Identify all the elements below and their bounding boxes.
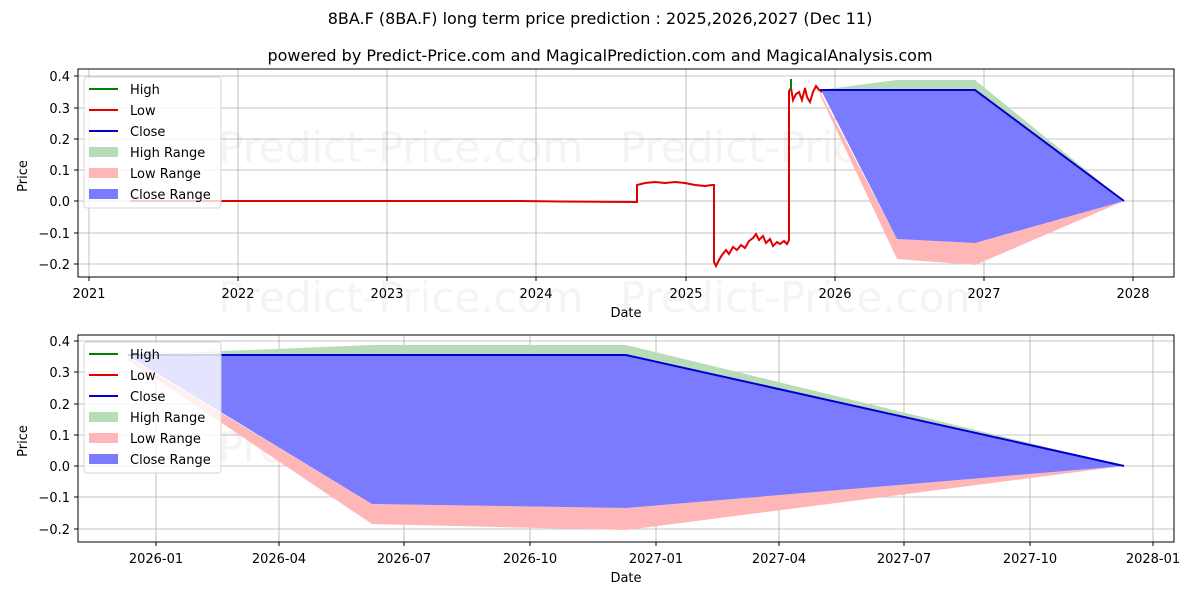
top-x-tick-labels: 2021 2022 2023 2024 2025 2026 2027 2028 (72, 287, 1149, 302)
watermark-text: Predict-Price.com (620, 273, 985, 322)
y-tick-label: −0.1 (38, 227, 70, 242)
chart-subtitle: powered by Predict-Price.com and Magical… (267, 46, 933, 65)
x-tick-label: 2024 (519, 287, 552, 302)
y-tick-label: −0.1 (38, 491, 70, 506)
chart-title: 8BA.F (8BA.F) long term price prediction… (327, 9, 873, 28)
watermark-text: Predict-Price.com (218, 273, 583, 322)
legend-label: Close (130, 390, 165, 405)
y-tick-label: 0.3 (49, 102, 70, 117)
bottom-y-axis-label: Price (16, 425, 31, 457)
legend-close-range-swatch (89, 454, 118, 464)
y-tick-label: 0.0 (49, 460, 70, 475)
legend-label: Low Range (130, 167, 201, 182)
bottom-axes-frame (77, 334, 1175, 543)
bottom-legend: High Low Close High Range Low Range Clos… (83, 341, 222, 474)
x-tick-label: 2021 (72, 287, 105, 302)
bottom-x-axis-label: Date (610, 571, 641, 586)
legend-high-range-swatch (89, 412, 118, 422)
y-tick-label: −0.2 (38, 258, 70, 273)
x-tick-label: 2027-10 (1003, 552, 1057, 567)
y-tick-label: 0.2 (49, 398, 70, 413)
legend-label: Low (130, 104, 156, 119)
y-tick-label: 0.1 (49, 164, 70, 179)
bottom-close-range-area (128, 355, 1124, 508)
bottom-y-tick-labels: 0.4 0.3 0.2 0.1 0.0 −0.1 −0.2 (38, 335, 70, 538)
legend-label: Close Range (130, 188, 211, 203)
top-y-axis-label: Price (16, 160, 31, 192)
legend-label: Low (130, 369, 156, 384)
top-low-history-line (130, 84, 823, 269)
top-chart: Predict-Price.com Predict-Price.com Pred… (16, 68, 1175, 322)
x-tick-label: 2025 (669, 287, 702, 302)
x-tick-label: 2028 (1116, 287, 1149, 302)
x-tick-label: 2026-04 (252, 552, 306, 567)
x-tick-label: 2026-01 (129, 552, 183, 567)
top-axes-frame (77, 68, 1175, 278)
x-tick-label: 2028-01 (1126, 552, 1180, 567)
top-close-line (820, 89, 1125, 202)
x-tick-label: 2023 (370, 287, 403, 302)
legend-low-range-swatch (89, 168, 118, 178)
legend-label: Low Range (130, 432, 201, 447)
top-close-range-area (820, 90, 1124, 243)
x-tick-label: 2026-07 (377, 552, 431, 567)
watermark-text: Predict-Price.com (218, 123, 583, 172)
y-tick-label: 0.3 (49, 366, 70, 381)
top-x-axis-label: Date (610, 306, 641, 321)
x-tick-label: 2026 (818, 287, 851, 302)
y-tick-label: 0.4 (49, 70, 70, 85)
legend-label: High Range (130, 146, 205, 161)
top-y-tick-labels: 0.4 0.3 0.2 0.1 0.0 −0.1 −0.2 (38, 70, 70, 273)
legend-label: Close Range (130, 453, 211, 468)
y-tick-label: 0.0 (49, 195, 70, 210)
legend-label: High (130, 83, 160, 98)
y-tick-label: −0.2 (38, 523, 70, 538)
legend-close-range-swatch (89, 189, 118, 199)
y-tick-label: 0.1 (49, 429, 70, 444)
x-tick-label: 2027-04 (752, 552, 806, 567)
y-tick-label: 0.2 (49, 133, 70, 148)
legend-high-range-swatch (89, 147, 118, 157)
x-tick-label: 2022 (221, 287, 254, 302)
top-grid (78, 69, 1174, 277)
legend-label: High (130, 348, 160, 363)
top-legend: High Low Close High Range Low Range Clos… (83, 76, 222, 209)
x-tick-label: 2026-10 (503, 552, 557, 567)
x-tick-label: 2027-01 (629, 552, 683, 567)
x-tick-label: 2027-07 (877, 552, 931, 567)
legend-label: High Range (130, 411, 205, 426)
bottom-close-line (128, 354, 1125, 467)
x-tick-label: 2027 (967, 287, 1000, 302)
legend-low-range-swatch (89, 433, 118, 443)
y-tick-label: 0.4 (49, 335, 70, 350)
bottom-chart: Predict-Price.com Predict-Price.com 0.4 … (16, 334, 1180, 586)
legend-label: Close (130, 125, 165, 140)
bottom-x-tick-labels: 2026-01 2026-04 2026-07 2026-10 2027-01 … (129, 552, 1180, 567)
